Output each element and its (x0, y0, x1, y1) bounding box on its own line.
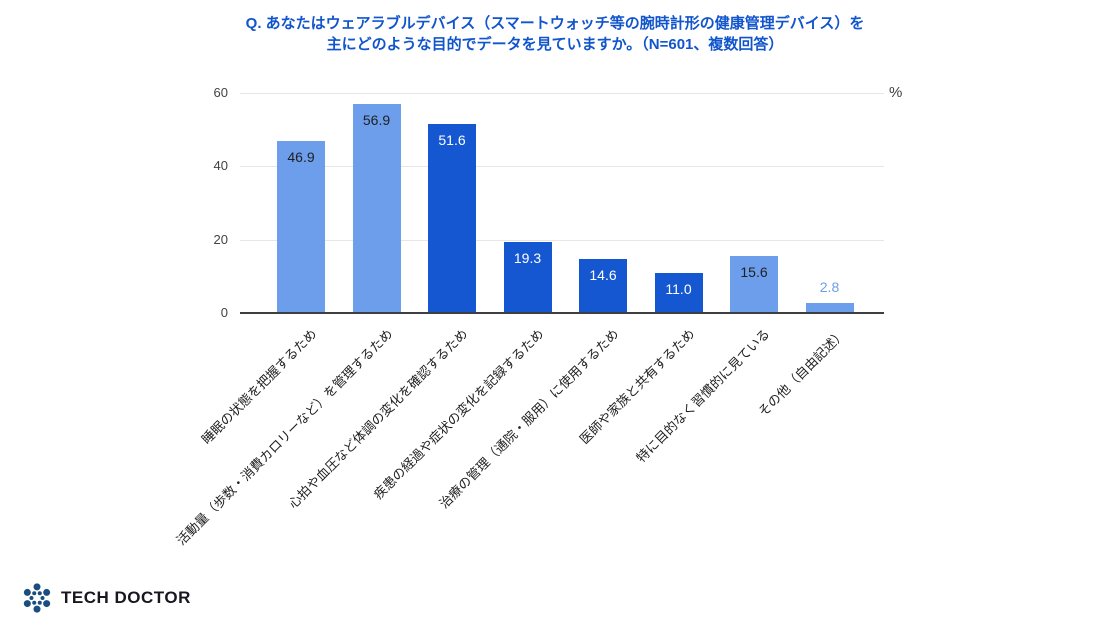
logo-text: TECH DOCTOR (61, 588, 191, 607)
x-axis-line (240, 312, 884, 314)
bar-value-label: 2.8 (819, 278, 840, 295)
bar (654, 272, 703, 313)
bar-value-label: 15.6 (740, 263, 768, 280)
tech-doctor-logo-icon (23, 583, 51, 613)
bar-value-label: 19.3 (513, 250, 542, 267)
bar-value-label: 14.6 (589, 267, 617, 284)
bar (277, 141, 325, 313)
logo: TECH DOCTOR (20, 581, 191, 615)
bar (428, 123, 476, 313)
gridline (240, 166, 884, 168)
bar-value-label: 46.9 (287, 149, 315, 166)
gridline (240, 93, 884, 94)
bar-value-label: 51.6 (438, 131, 466, 148)
bar (805, 302, 854, 313)
chart-title: Q. あなたはウェアラブルデバイス（スマートウォッチ等の腕時計形の健康管理デバイ… (0, 13, 1110, 55)
y-axis-unit-label: % (889, 84, 903, 101)
chart-title-line1: Q. あなたはウェアラブルデバイス（スマートウォッチ等の腕時計形の健康管理デバイ… (245, 15, 865, 32)
chart-title-line2: 主にどのような目的でデータを見ていますか。（N=601、複数回答） (326, 36, 784, 53)
y-axis-tick-label: 60 (213, 85, 228, 100)
y-axis-tick-label: 0 (220, 305, 228, 320)
plot-area: 46.9 56.9 51.6 19.3 14.6 11.0 15.6 2.8 (240, 93, 884, 314)
bar (503, 242, 552, 313)
bar (579, 259, 627, 313)
bar-value-label: 11.0 (665, 280, 692, 297)
gridline (240, 239, 884, 241)
y-axis-tick-label: 20 (213, 231, 228, 247)
bar (352, 104, 401, 313)
bar-value-label: 56.9 (362, 112, 391, 129)
y-axis-tick-label: 40 (213, 158, 228, 174)
bar (730, 255, 778, 313)
